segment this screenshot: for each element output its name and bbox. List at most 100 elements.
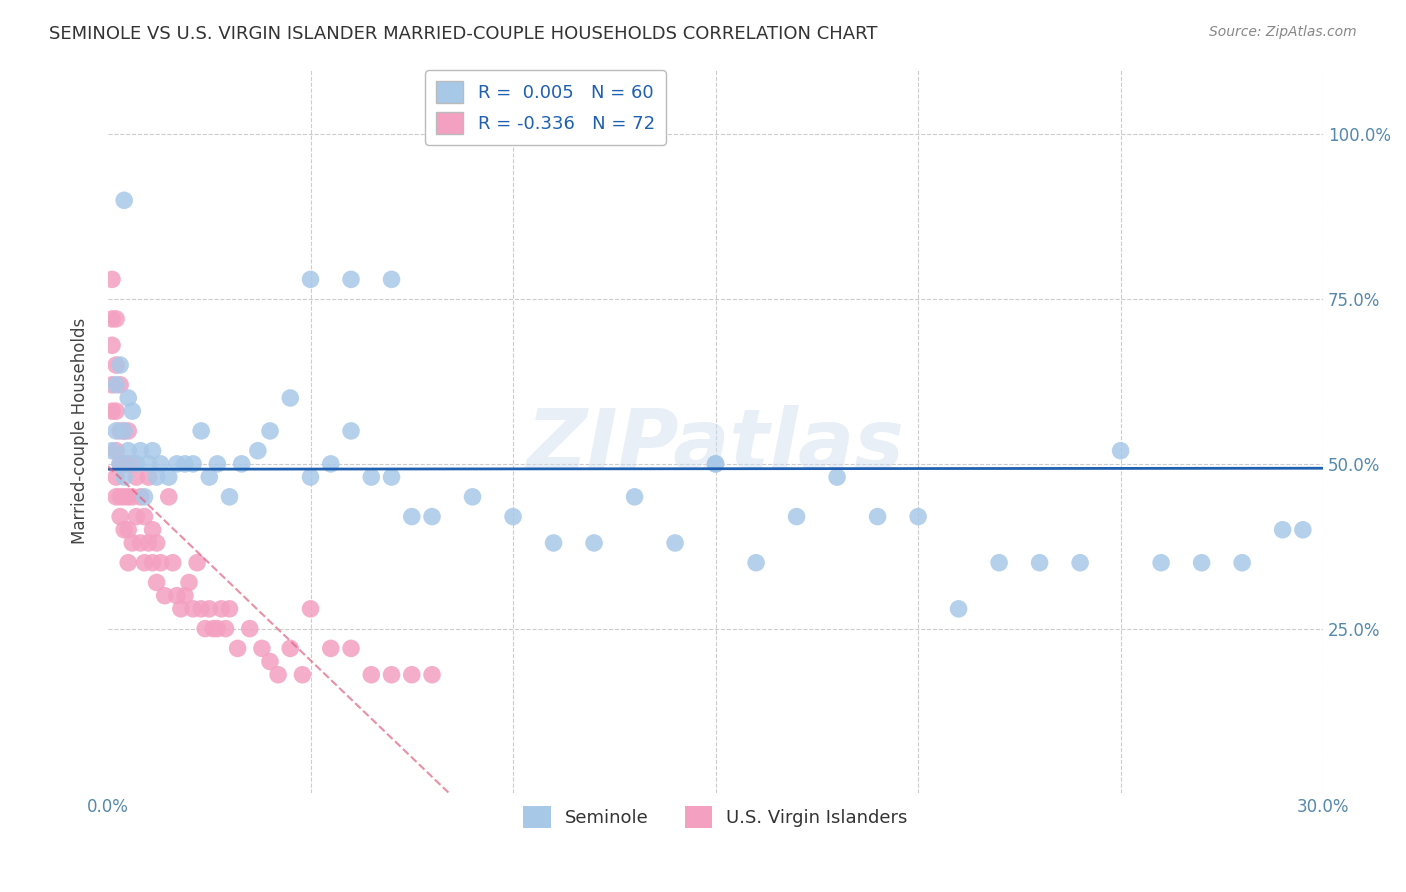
Seminole (112, 470, 135, 484)
U.S. Virgin Islanders (259, 655, 281, 669)
U.S. Virgin Islanders (101, 404, 124, 418)
U.S. Virgin Islanders (319, 641, 342, 656)
U.S. Virgin Islanders (170, 602, 193, 616)
U.S. Virgin Islanders (138, 470, 160, 484)
U.S. Virgin Islanders (112, 523, 135, 537)
Seminole (461, 490, 484, 504)
U.S. Virgin Islanders (141, 523, 163, 537)
U.S. Virgin Islanders (108, 490, 131, 504)
U.S. Virgin Islanders (112, 457, 135, 471)
U.S. Virgin Islanders (105, 312, 128, 326)
U.S. Virgin Islanders (291, 667, 314, 681)
U.S. Virgin Islanders (149, 556, 172, 570)
U.S. Virgin Islanders (138, 536, 160, 550)
U.S. Virgin Islanders (401, 667, 423, 681)
U.S. Virgin Islanders (360, 667, 382, 681)
Seminole (174, 457, 197, 471)
Seminole (108, 457, 131, 471)
U.S. Virgin Islanders (105, 443, 128, 458)
Seminole (745, 556, 768, 570)
Seminole (786, 509, 808, 524)
Seminole (198, 470, 221, 484)
U.S. Virgin Islanders (117, 523, 139, 537)
Seminole (278, 391, 301, 405)
U.S. Virgin Islanders (198, 602, 221, 616)
U.S. Virgin Islanders (112, 490, 135, 504)
Text: ZIPatlas: ZIPatlas (527, 405, 904, 486)
Legend: Seminole, U.S. Virgin Islanders: Seminole, U.S. Virgin Islanders (516, 798, 915, 835)
U.S. Virgin Islanders (267, 667, 290, 681)
Seminole (138, 457, 160, 471)
U.S. Virgin Islanders (299, 602, 322, 616)
U.S. Virgin Islanders (108, 457, 131, 471)
U.S. Virgin Islanders (141, 556, 163, 570)
U.S. Virgin Islanders (105, 358, 128, 372)
Seminole (866, 509, 889, 524)
U.S. Virgin Islanders (190, 602, 212, 616)
Seminole (380, 272, 402, 286)
Seminole (181, 457, 204, 471)
Seminole (145, 470, 167, 484)
Text: SEMINOLE VS U.S. VIRGIN ISLANDER MARRIED-COUPLE HOUSEHOLDS CORRELATION CHART: SEMINOLE VS U.S. VIRGIN ISLANDER MARRIED… (49, 25, 877, 43)
Seminole (207, 457, 229, 471)
Seminole (623, 490, 645, 504)
U.S. Virgin Islanders (218, 602, 240, 616)
Seminole (360, 470, 382, 484)
U.S. Virgin Islanders (166, 589, 188, 603)
Seminole (1230, 556, 1253, 570)
U.S. Virgin Islanders (108, 377, 131, 392)
Seminole (259, 424, 281, 438)
U.S. Virgin Islanders (250, 641, 273, 656)
U.S. Virgin Islanders (101, 272, 124, 286)
Seminole (157, 470, 180, 484)
Seminole (502, 509, 524, 524)
Seminole (117, 391, 139, 405)
Seminole (1292, 523, 1315, 537)
Seminole (218, 490, 240, 504)
U.S. Virgin Islanders (278, 641, 301, 656)
U.S. Virgin Islanders (194, 622, 217, 636)
Seminole (105, 424, 128, 438)
U.S. Virgin Islanders (101, 377, 124, 392)
Seminole (340, 272, 363, 286)
Seminole (340, 424, 363, 438)
Seminole (125, 457, 148, 471)
Seminole (1150, 556, 1173, 570)
U.S. Virgin Islanders (145, 575, 167, 590)
Seminole (117, 443, 139, 458)
Seminole (1191, 556, 1213, 570)
Seminole (1028, 556, 1050, 570)
Seminole (112, 194, 135, 208)
U.S. Virgin Islanders (202, 622, 225, 636)
U.S. Virgin Islanders (121, 457, 143, 471)
U.S. Virgin Islanders (214, 622, 236, 636)
Seminole (231, 457, 253, 471)
U.S. Virgin Islanders (181, 602, 204, 616)
Seminole (190, 424, 212, 438)
U.S. Virgin Islanders (239, 622, 262, 636)
U.S. Virgin Islanders (162, 556, 184, 570)
U.S. Virgin Islanders (153, 589, 176, 603)
U.S. Virgin Islanders (117, 490, 139, 504)
Seminole (420, 509, 443, 524)
U.S. Virgin Islanders (105, 404, 128, 418)
Seminole (664, 536, 686, 550)
Seminole (134, 490, 156, 504)
Seminole (583, 536, 606, 550)
Seminole (380, 470, 402, 484)
Seminole (1069, 556, 1091, 570)
Seminole (129, 443, 152, 458)
U.S. Virgin Islanders (112, 424, 135, 438)
U.S. Virgin Islanders (101, 312, 124, 326)
Seminole (825, 470, 848, 484)
Seminole (988, 556, 1011, 570)
U.S. Virgin Islanders (121, 490, 143, 504)
U.S. Virgin Islanders (174, 589, 197, 603)
Seminole (319, 457, 342, 471)
U.S. Virgin Islanders (108, 509, 131, 524)
U.S. Virgin Islanders (105, 470, 128, 484)
Seminole (121, 404, 143, 418)
Seminole (105, 377, 128, 392)
Seminole (149, 457, 172, 471)
Seminole (299, 272, 322, 286)
